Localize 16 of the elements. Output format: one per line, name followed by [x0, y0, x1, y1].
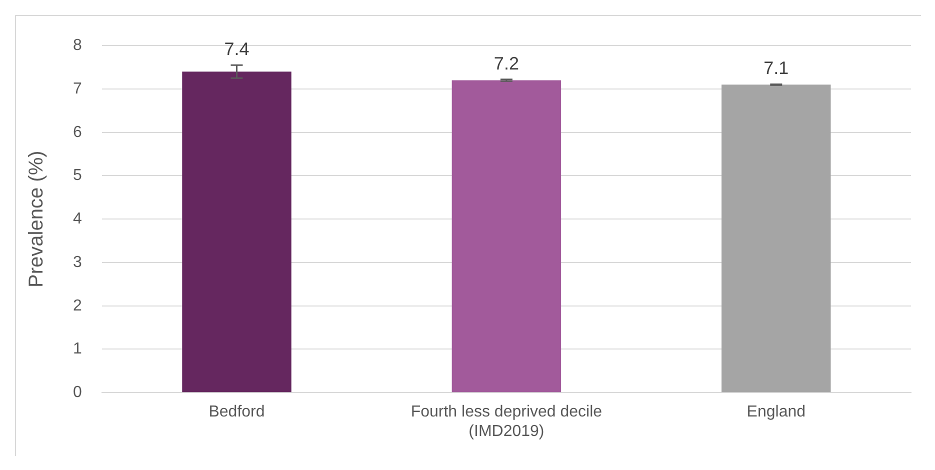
y-tick-label: 3 [72, 254, 82, 271]
data-label: 7.4 [224, 39, 250, 60]
x-tick-label: Bedford [208, 404, 265, 421]
x-tick-label: Fourth less deprived decile (IMD2019) [410, 404, 602, 440]
data-label: 7.1 [764, 58, 789, 78]
y-tick-label: 7 [72, 80, 82, 98]
x-tick-label: England [746, 404, 806, 421]
y-tick-label: 4 [72, 210, 82, 228]
y-tick-label: 0 [72, 384, 82, 402]
data-label: 7.2 [494, 53, 519, 74]
y-tick-label: 1 [72, 340, 82, 358]
y-axis-title: Prevalence (%) [26, 150, 48, 288]
y-tick-label: 8 [72, 37, 82, 54]
y-tick-label: 6 [72, 124, 82, 141]
y-tick-label: 5 [72, 167, 82, 184]
y-tick-label: 2 [72, 297, 82, 314]
